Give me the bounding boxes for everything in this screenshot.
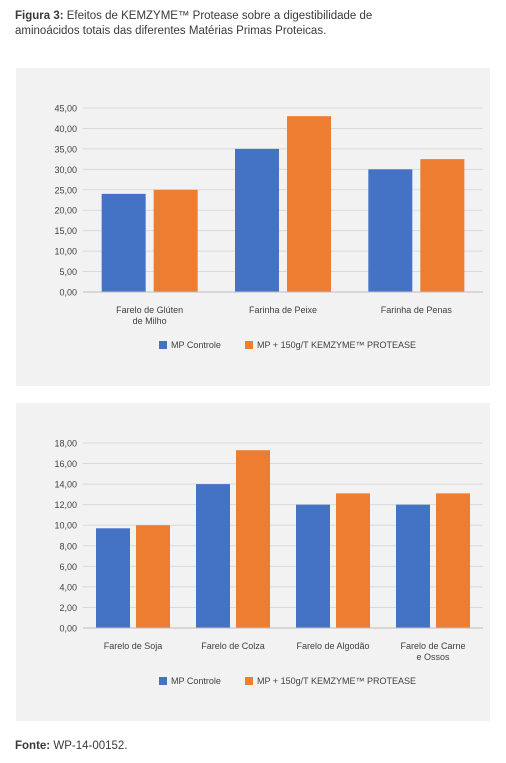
legend-label: MP Controle bbox=[171, 340, 221, 350]
y-tick-label: 10,00 bbox=[54, 247, 77, 257]
y-tick-label: 12,00 bbox=[54, 500, 77, 510]
legend-swatch bbox=[159, 677, 167, 685]
figure-caption: Figura 3: Efeitos de KEMZYME™ Protease s… bbox=[15, 9, 435, 39]
chart-panel-2: 0,00 2,00 4,00 6,00 8,00 10,00 12,00 14,00 16,00… bbox=[16, 403, 490, 721]
legend-label: MP Controle bbox=[171, 676, 221, 686]
y-tick-label: 15,00 bbox=[54, 226, 77, 236]
y-tick-label: 14,00 bbox=[54, 480, 77, 490]
y-tick-label: 20,00 bbox=[54, 206, 77, 216]
bar-kemzyme-1 bbox=[287, 116, 331, 292]
source-note: Fonte: WP-14-00152. bbox=[15, 740, 128, 752]
chart-panel-1: 0,00 5,00 10,00 15,00 20,00 25,00 30,00 35,00 40… bbox=[16, 68, 490, 386]
x-category-label: Farinha de Peixe bbox=[249, 305, 317, 315]
legend-swatch bbox=[245, 677, 253, 685]
y-tick-label: 0,00 bbox=[59, 288, 77, 298]
x-category-label: de Milho bbox=[133, 316, 167, 326]
y-tick-label: 0,00 bbox=[59, 624, 77, 634]
bar-kemzyme-0 bbox=[153, 189, 198, 292]
y-tick-label: 6,00 bbox=[59, 562, 77, 572]
x-category-label: Farelo de Colza bbox=[201, 641, 265, 651]
y-tick-label: 10,00 bbox=[54, 521, 77, 531]
bar-controle-1 bbox=[235, 148, 279, 292]
y-tick-label: 30,00 bbox=[54, 165, 77, 175]
bar-controle-1 bbox=[196, 484, 230, 628]
legend-swatch bbox=[245, 341, 253, 349]
y-tick-label: 18,00 bbox=[54, 439, 77, 449]
y-tick-label: 35,00 bbox=[54, 144, 77, 154]
bar-kemzyme-0 bbox=[136, 525, 170, 628]
source-text: WP-14-00152. bbox=[53, 740, 128, 752]
caption-prefix: Figura 3: bbox=[15, 10, 64, 22]
y-tick-label: 2,00 bbox=[59, 603, 77, 613]
x-category-label: Farelo de Carne bbox=[400, 641, 465, 651]
bar-kemzyme-3 bbox=[436, 493, 470, 628]
bar-kemzyme-1 bbox=[236, 450, 270, 628]
bar-controle-2 bbox=[296, 504, 330, 628]
y-tick-label: 5,00 bbox=[59, 267, 77, 277]
bar-chart-1: 0,00 5,00 10,00 15,00 20,00 25,00 30,00 35,00 40… bbox=[54, 104, 483, 350]
y-tick-label: 16,00 bbox=[54, 459, 77, 469]
bar-chart-2: 0,00 2,00 4,00 6,00 8,00 10,00 12,00 14,00 16,00… bbox=[54, 439, 483, 686]
x-category-label: Farinha de Penas bbox=[381, 305, 453, 315]
x-category-label: Farelo de Soja bbox=[104, 641, 163, 651]
bar-controle-2 bbox=[368, 169, 413, 292]
bar-kemzyme-2 bbox=[336, 493, 370, 628]
bar-kemzyme-2 bbox=[420, 159, 465, 292]
y-tick-label: 8,00 bbox=[59, 541, 77, 551]
y-tick-label: 4,00 bbox=[59, 582, 77, 592]
bar-controle-0 bbox=[101, 193, 146, 292]
source-prefix: Fonte: bbox=[15, 740, 51, 752]
legend-label: MP + 150g/T KEMZYME™ PROTEASE bbox=[257, 676, 416, 686]
legend-label: MP + 150g/T KEMZYME™ PROTEASE bbox=[257, 340, 416, 350]
x-category-label: Farelo de Algodão bbox=[296, 641, 369, 651]
y-tick-label: 25,00 bbox=[54, 185, 77, 195]
legend-swatch bbox=[159, 341, 167, 349]
bar-controle-3 bbox=[396, 504, 430, 628]
y-tick-label: 45,00 bbox=[54, 104, 77, 114]
y-tick-label: 40,00 bbox=[54, 124, 77, 134]
caption-text: Efeitos de KEMZYME™ Protease sobre a dig… bbox=[15, 10, 373, 37]
bar-controle-0 bbox=[96, 528, 130, 628]
x-category-label: e Ossos bbox=[416, 652, 450, 662]
x-category-label: Farelo de Glúten bbox=[116, 305, 183, 315]
